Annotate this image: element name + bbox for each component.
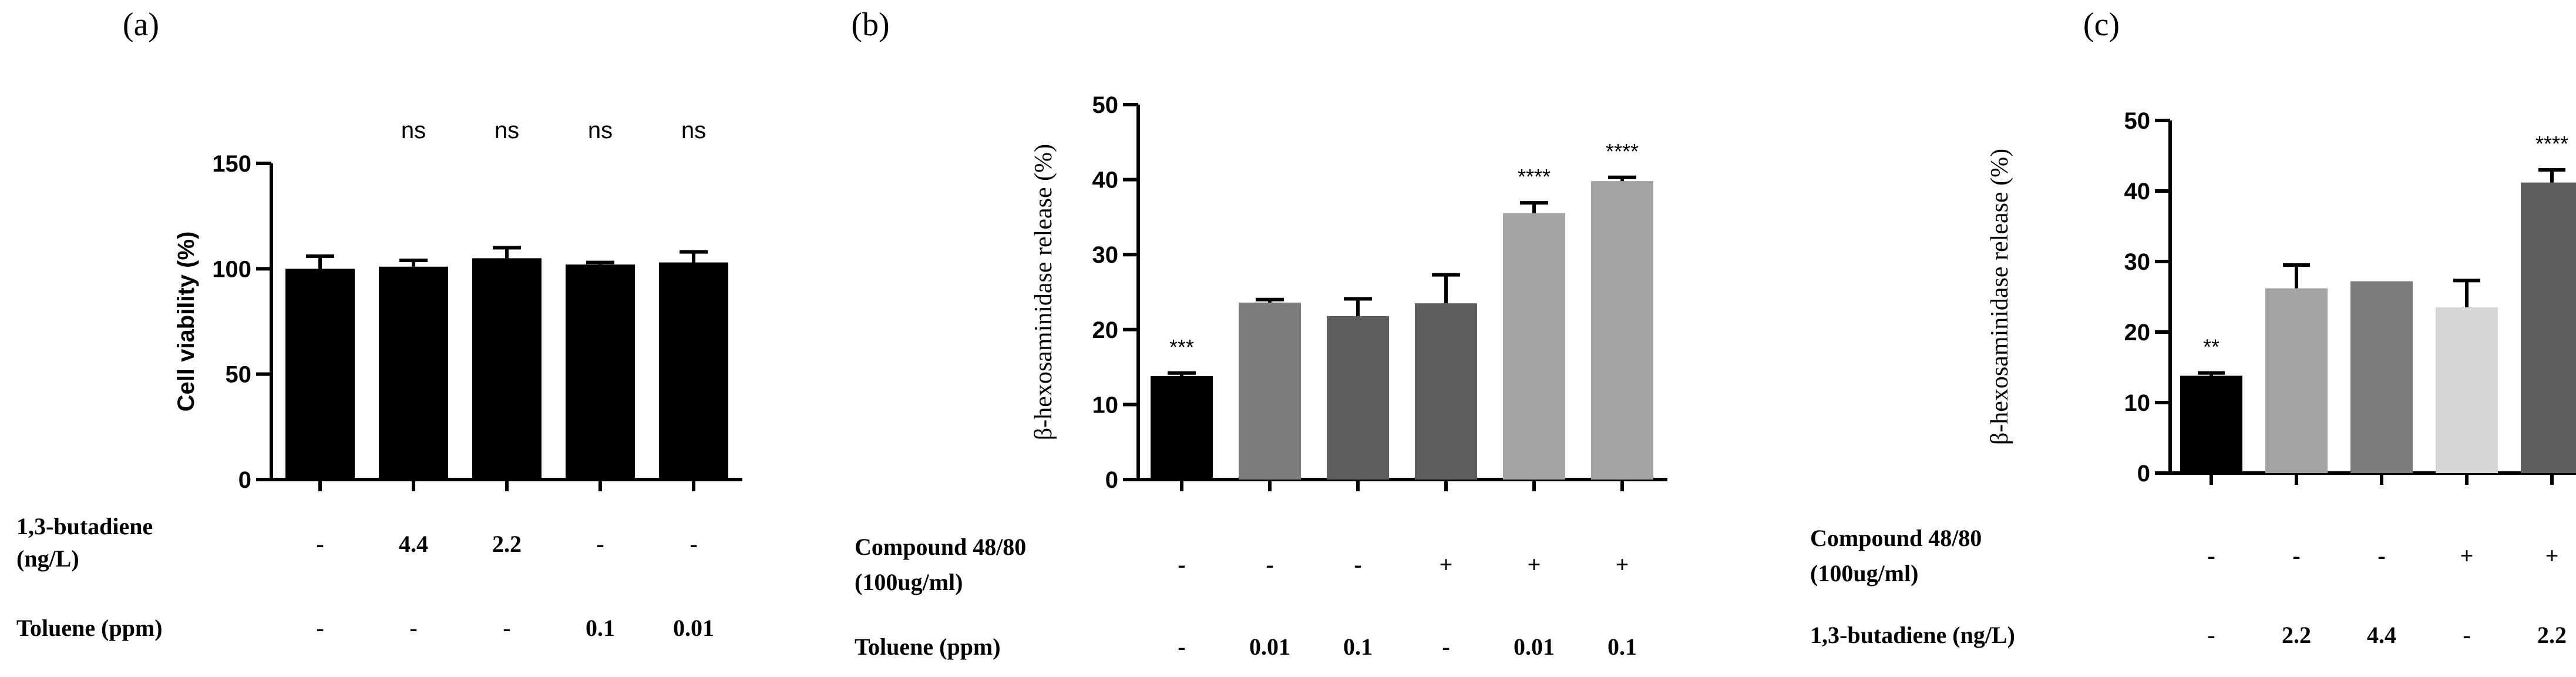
condition-value: 0.01 xyxy=(673,615,714,641)
condition-value: 0.1 xyxy=(1608,634,1637,660)
condition-value: - xyxy=(1442,634,1450,660)
bar-5 xyxy=(1503,213,1565,480)
condition-label: Toluene (ppm) xyxy=(16,615,163,641)
bar-4 xyxy=(566,264,635,480)
condition-value: - xyxy=(1178,634,1185,660)
y-tick-label: 20 xyxy=(2124,320,2151,346)
y-tick-label: 10 xyxy=(2124,390,2151,416)
y-tick-label: 50 xyxy=(1092,92,1119,118)
bar-2 xyxy=(2265,288,2328,473)
significance-label-2: ns xyxy=(401,118,426,143)
condition-label: 1,3-butadiene xyxy=(16,513,153,539)
y-tick-label: 30 xyxy=(1092,242,1119,268)
bar-1 xyxy=(285,269,355,480)
chart-panel-a: (a) 0 50 100 150 Cell viability (%) ns ns ns ns 1,… xyxy=(16,6,742,641)
condition-label-line2: (100ug/ml) xyxy=(855,569,963,595)
condition-value: + xyxy=(2460,542,2474,569)
condition-value: - xyxy=(596,531,604,557)
bar-5 xyxy=(659,262,728,480)
significance-label-1: ** xyxy=(2203,335,2219,359)
y-tick-label: 30 xyxy=(2124,249,2151,275)
condition-value: - xyxy=(2207,542,2215,569)
chart-panel-c: (c) 0 10 20 30 40 50 β-hexosaminidase release (… xyxy=(1810,6,2576,648)
y-tick-label: 40 xyxy=(2124,179,2151,205)
condition-value: - xyxy=(316,531,324,557)
condition-label: Toluene (ppm) xyxy=(855,634,1001,660)
bar-3 xyxy=(2350,281,2413,473)
condition-value: - xyxy=(316,615,324,641)
condition-value: - xyxy=(2207,622,2215,648)
condition-value: - xyxy=(690,531,697,557)
condition-value: - xyxy=(2463,622,2470,648)
panel-label: (a) xyxy=(123,6,159,43)
y-tick-label: 20 xyxy=(1092,317,1119,343)
panel-label: (b) xyxy=(851,6,889,43)
bar-6 xyxy=(1591,181,1653,480)
y-axis-title: β-hexosaminidase release (%) xyxy=(1986,149,2013,445)
panel-label: (c) xyxy=(2083,6,2120,43)
condition-value: 4.4 xyxy=(2367,622,2396,648)
condition-label-line2: (100ug/ml) xyxy=(1810,560,1918,586)
condition-value: - xyxy=(409,615,417,641)
significance-label-5: **** xyxy=(1518,165,1551,189)
bar-1 xyxy=(2180,376,2242,473)
condition-label: 1,3-butadiene (ng/L) xyxy=(1810,622,2015,648)
condition-value: 0.1 xyxy=(1343,634,1373,660)
y-tick-label: 10 xyxy=(1092,392,1119,418)
bar-5 xyxy=(2521,182,2576,473)
y-tick-label: 0 xyxy=(2137,461,2150,487)
y-tick-label: 50 xyxy=(2124,108,2151,134)
y-tick-label: 50 xyxy=(226,362,252,388)
y-tick-label: 40 xyxy=(1092,167,1119,193)
bar-3 xyxy=(1327,316,1389,480)
condition-value: - xyxy=(1266,551,1273,578)
condition-label: Compound 48/80 xyxy=(1810,525,1982,551)
y-axis-title: Cell viability (%) xyxy=(173,232,199,412)
bar-2 xyxy=(1239,302,1301,480)
significance-label-6: **** xyxy=(1606,139,1639,163)
condition-value: 0.01 xyxy=(1249,634,1290,660)
condition-value: - xyxy=(2377,542,2385,569)
condition-value: 0.01 xyxy=(1514,634,1555,660)
y-tick-label: 150 xyxy=(212,151,251,177)
condition-value: 2.2 xyxy=(2537,622,2567,648)
condition-value: 2.2 xyxy=(2282,622,2311,648)
significance-label-1: *** xyxy=(1169,335,1194,359)
condition-value: + xyxy=(2545,542,2559,569)
significance-label-4: ns xyxy=(588,118,613,143)
bar-2 xyxy=(379,266,448,480)
condition-value: 4.4 xyxy=(399,531,428,557)
significance-label-5: **** xyxy=(2535,132,2568,156)
significance-label-5: ns xyxy=(681,118,706,143)
chart-panel-b: (b) 0 10 20 30 40 50 β-hexosaminidase release (… xyxy=(851,6,1667,660)
condition-value: + xyxy=(1528,551,1541,578)
condition-label: Compound 48/80 xyxy=(855,534,1026,560)
y-tick-label: 0 xyxy=(1105,467,1118,493)
bar-1 xyxy=(1151,376,1213,480)
bar-3 xyxy=(472,258,542,480)
condition-value: - xyxy=(1354,551,1361,578)
bar-4 xyxy=(2436,307,2498,473)
significance-label-3: ns xyxy=(495,118,519,143)
condition-value: + xyxy=(1616,551,1629,578)
condition-value: - xyxy=(2292,542,2300,569)
condition-value: 2.2 xyxy=(492,531,522,557)
condition-value: + xyxy=(1440,551,1453,578)
condition-label-line2: (ng/L) xyxy=(16,545,79,572)
condition-value: 0.1 xyxy=(586,615,615,641)
bar-4 xyxy=(1415,303,1477,480)
y-axis-title: β-hexosaminidase release (%) xyxy=(1030,144,1057,440)
condition-value: - xyxy=(503,615,510,641)
y-tick-label: 100 xyxy=(212,256,251,282)
y-tick-label: 0 xyxy=(238,467,251,493)
condition-value: - xyxy=(1178,551,1185,578)
